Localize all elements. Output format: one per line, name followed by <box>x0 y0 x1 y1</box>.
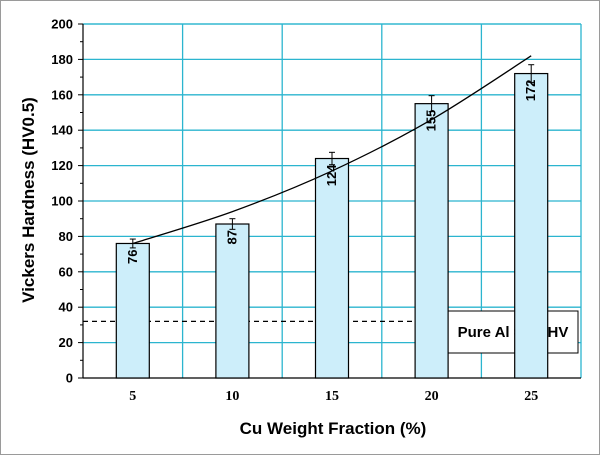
trendline-group <box>132 55 532 245</box>
x-tick-label: 10 <box>225 389 239 404</box>
bar-data-label: 155 <box>424 110 439 132</box>
x-tick-label: 15 <box>325 389 339 404</box>
x-tick-label: 25 <box>524 389 538 404</box>
bars <box>115 64 549 379</box>
reference-label: Pure Al = 31 HV <box>458 324 569 341</box>
y-tick-label: 100 <box>51 194 73 209</box>
bar-data-label: 172 <box>523 80 538 102</box>
y-tick-label: 60 <box>59 264 73 279</box>
x-tick-label: 20 <box>425 389 439 404</box>
bar-data-label: 87 <box>224 230 239 244</box>
y-tick-label: 140 <box>51 123 73 138</box>
y-tick-label: 20 <box>59 335 73 350</box>
bar <box>514 72 549 379</box>
x-axis-title: Cu Weight Fraction (%) <box>240 419 427 438</box>
reference-label-box <box>447 310 579 354</box>
x-tick-label: 5 <box>129 389 136 404</box>
y-axis-title: Vickers Hardness (HV0.5) <box>19 97 38 303</box>
bar <box>414 103 449 379</box>
bar-data-label: 124 <box>324 164 339 186</box>
y-tick-label: 200 <box>51 17 73 32</box>
labels: 0 20 40 60 80 100 120 140 160 180 200 5 10 15 20 25 76 87… <box>51 17 538 405</box>
y-tick-label: 160 <box>51 87 73 102</box>
y-tick-label: 40 <box>59 300 73 315</box>
y-tick-label: 0 <box>66 371 73 386</box>
y-tick-label: 80 <box>59 229 73 244</box>
y-tick-label: 120 <box>51 158 73 173</box>
bar <box>314 157 350 379</box>
trendline <box>132 55 532 245</box>
y-tick-label: 180 <box>51 52 73 67</box>
bar <box>215 223 250 379</box>
bar-data-label: 76 <box>125 249 140 263</box>
